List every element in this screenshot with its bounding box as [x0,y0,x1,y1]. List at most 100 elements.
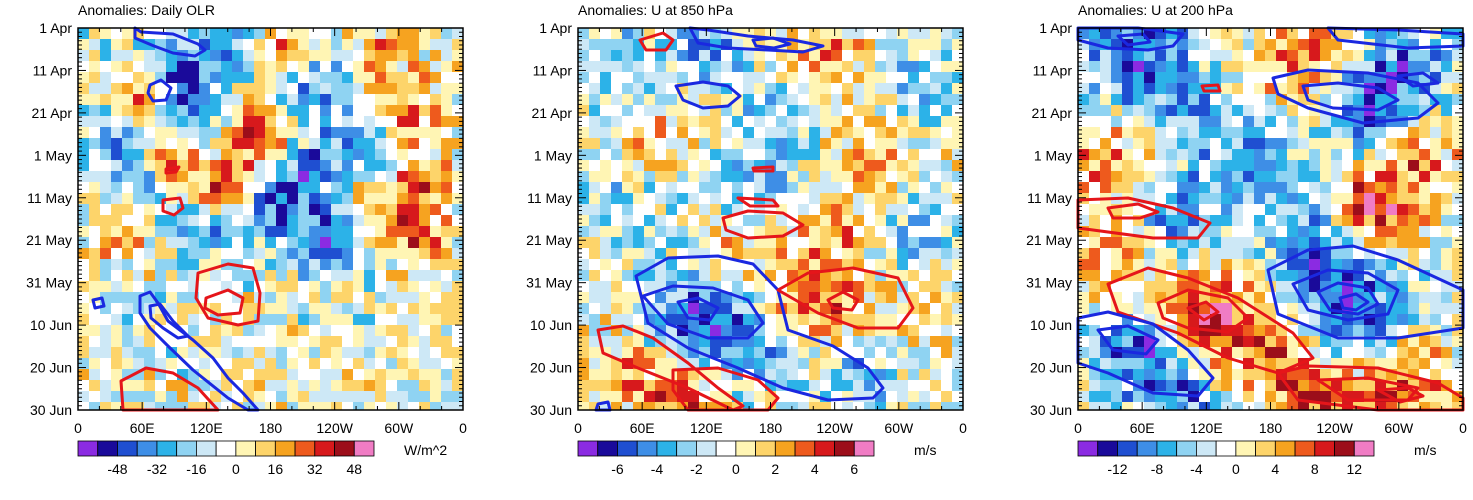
field-cell [842,270,854,282]
field-cell [754,182,766,194]
field-cell [122,116,134,128]
field-cell [1430,127,1442,139]
field-cell [930,226,942,238]
field-cell [232,39,244,51]
field-cell [831,94,843,106]
field-cell [666,391,678,403]
field-cell [309,83,321,95]
field-cell [897,248,909,260]
field-cell [265,94,277,106]
field-cell [1111,72,1123,84]
field-cell [320,314,332,326]
field-cell [287,336,299,348]
field-cell [1254,358,1266,370]
colorbar-swatch [1196,440,1217,457]
field-cell [1100,281,1112,293]
field-cell [89,28,101,40]
field-cell [1342,39,1354,51]
field-cell [864,314,876,326]
field-cell [78,292,90,304]
field-cell [853,347,865,359]
field-cell [1122,226,1134,238]
field-cell [820,138,832,150]
field-cell [111,303,123,315]
field-cell [809,281,821,293]
field-cell [589,149,601,161]
field-cell [1441,160,1453,172]
field-cell [831,259,843,271]
field-cell [276,204,288,216]
field-cell [1210,61,1222,73]
field-cell [600,149,612,161]
field-cell [78,28,90,40]
field-cell [287,171,299,183]
field-cell [430,105,442,117]
field-cell [886,50,898,62]
field-cell [1452,226,1464,238]
field-cell [853,292,865,304]
field-cell [864,292,876,304]
field-cell [1100,369,1112,381]
field-cell [1089,358,1101,370]
field-cell [1221,303,1233,315]
field-cell [309,193,321,205]
field-cell [787,237,799,249]
field-cell [89,204,101,216]
field-cell [1419,138,1431,150]
field-cell [897,83,909,95]
field-cell [743,314,755,326]
field-cell [864,105,876,117]
field-cell [1177,303,1189,315]
field-cell [1408,215,1420,227]
field-cell [1364,94,1376,106]
field-cell [386,380,398,392]
field-cell [265,105,277,117]
field-cell [1441,347,1453,359]
field-cell [820,28,832,40]
field-cell [809,61,821,73]
field-cell [1397,182,1409,194]
field-cell [600,226,612,238]
field-cell [1122,248,1134,260]
negative-contour [1316,281,1380,316]
field-cell [1430,391,1442,403]
field-cell [210,237,222,249]
field-cell [1265,215,1277,227]
field-cell [897,292,909,304]
field-cell [1177,116,1189,128]
negative-contour [1396,71,1440,88]
positive-contour [826,290,860,312]
field-cell [353,116,365,128]
field-cell [1375,193,1387,205]
field-cell [1177,281,1189,293]
field-cell [342,171,354,183]
colorbar-label: -48 [107,461,127,477]
field-cell [611,215,623,227]
field-cell [820,226,832,238]
field-cell [1309,347,1321,359]
x-tick-label: 60E [630,420,655,436]
field-cell [952,325,964,337]
field-cell [1265,105,1277,117]
colorbar-label: 4 [1271,461,1279,477]
field-cell [452,336,464,348]
y-tick-label: 21 Apr [532,105,573,121]
field-cell [688,226,700,238]
field-cell [787,215,799,227]
field-cell [1331,369,1343,381]
field-cell [677,138,689,150]
field-cell [243,28,255,40]
field-cell [1397,303,1409,315]
field-cell [633,116,645,128]
field-cell [1331,204,1343,216]
field-cell [89,116,101,128]
colorbar-label: 6 [850,461,858,477]
field-cell [1122,116,1134,128]
field-cell [1188,325,1200,337]
field-cell [1375,182,1387,194]
field-cell [1430,160,1442,172]
field-cell [1375,325,1387,337]
field-cell [930,193,942,205]
field-cell [1353,50,1365,62]
field-cell [243,248,255,260]
